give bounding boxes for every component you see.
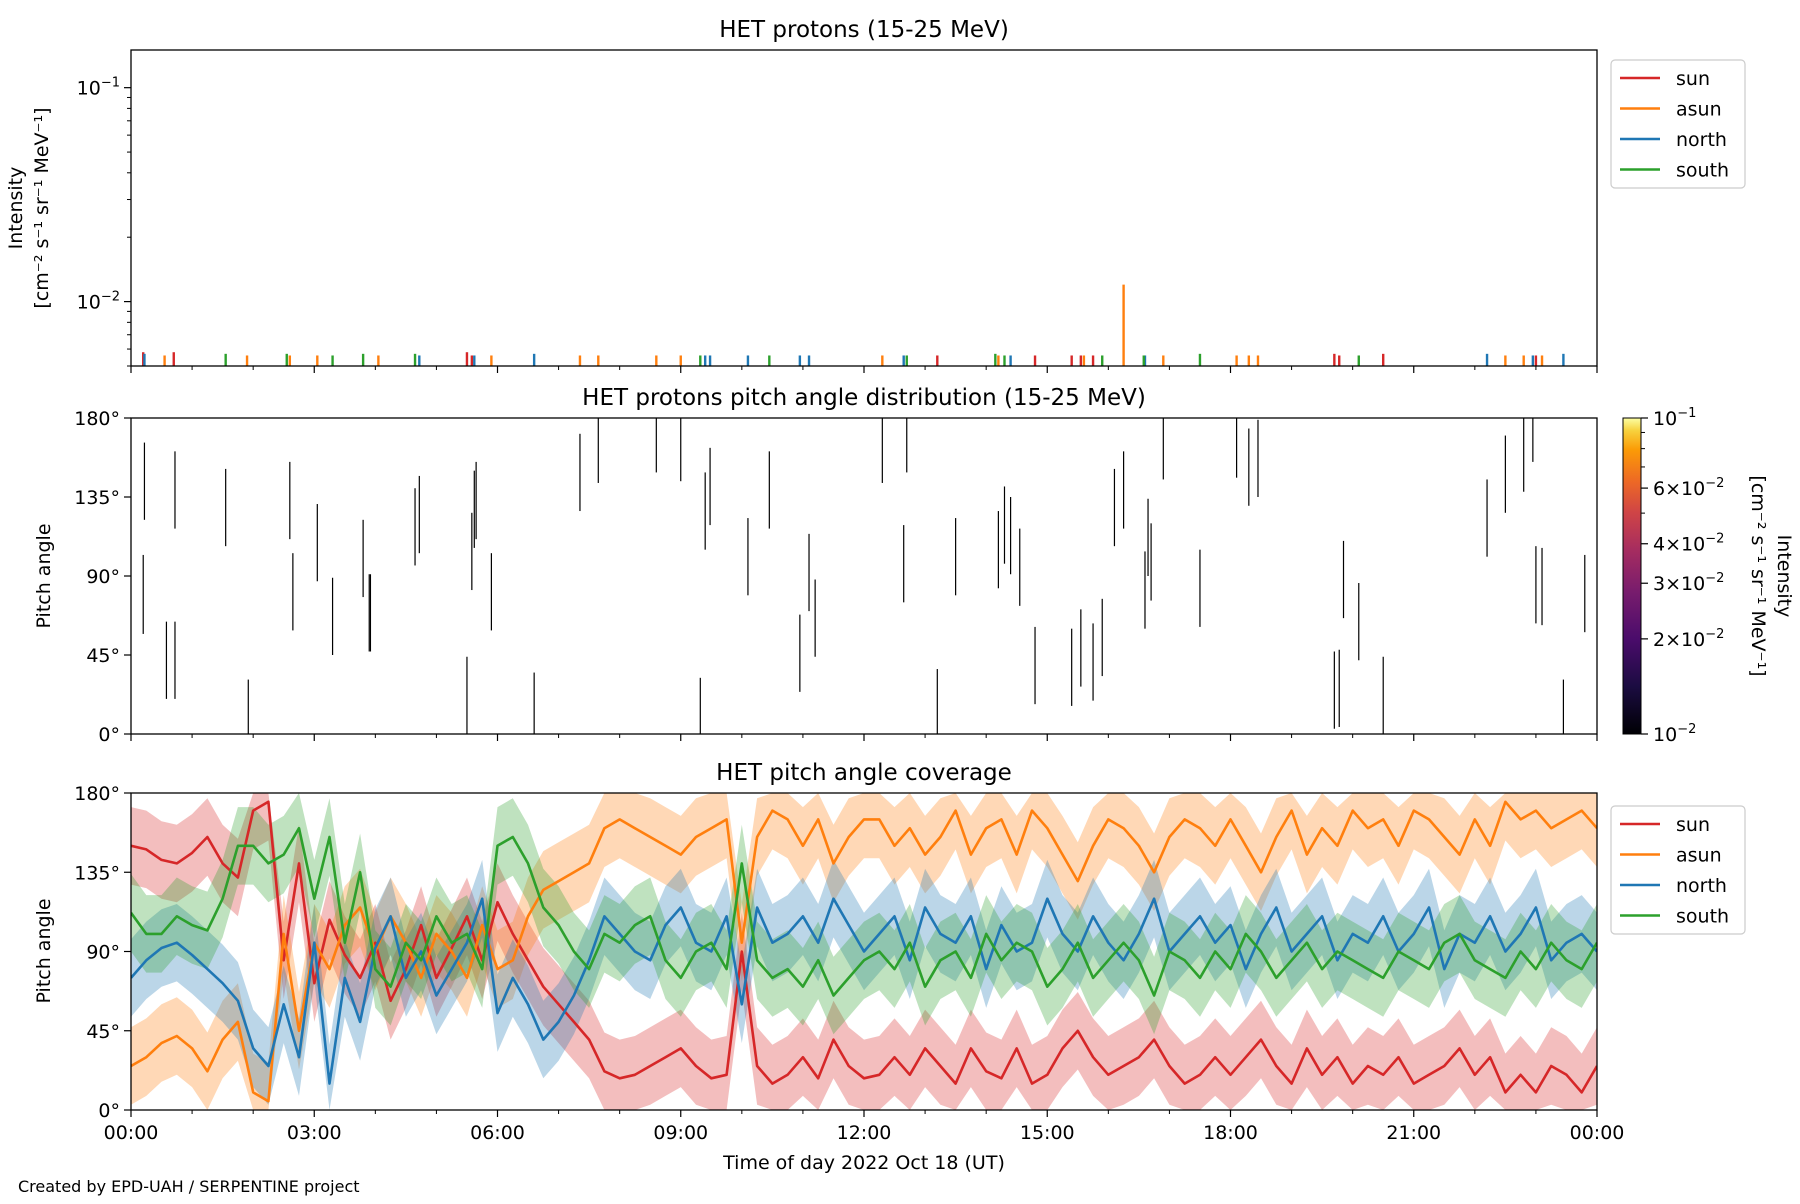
y-tick-label: 135° [74, 487, 120, 509]
legend-label-north: north [1676, 129, 1727, 151]
x-axis-label: Time of day 2022 Oct 18 (UT) [722, 1152, 1005, 1174]
colorbar-bar [1622, 417, 1642, 735]
legend-label-north: north [1676, 875, 1727, 897]
y-tick-label: 45° [86, 645, 120, 667]
legend-label-asun: asun [1676, 99, 1722, 121]
legend-label-south: south [1676, 906, 1729, 928]
legend-frame [1610, 59, 1746, 189]
x-tick-label: 00:00 [1570, 1122, 1625, 1144]
panel3-title: HET pitch angle coverage [716, 760, 1012, 786]
legend-label-sun: sun [1676, 814, 1710, 836]
legend-label-south: south [1676, 160, 1729, 182]
legend-frame [1610, 805, 1746, 935]
panel-intensity: HET protons (15-25 MeV) 10−1 10−2 Intensi… [5, 17, 1746, 373]
panel1-legend: sun asun north south [1610, 59, 1746, 189]
colorbar-tick-label: 6×10−2 [1653, 476, 1724, 500]
panel1-title: HET protons (15-25 MeV) [719, 17, 1009, 43]
panel2-title: HET protons pitch angle distribution (15… [582, 385, 1146, 411]
panel1-ylabel-line1: Intensity [5, 167, 27, 250]
panel3-frame [130, 792, 1598, 1111]
x-tick-label: 21:00 [1386, 1122, 1441, 1144]
x-tick-label: 12:00 [837, 1122, 892, 1144]
y-tick-label: 180° [74, 783, 120, 805]
colorbar-tick-label: 2×10−2 [1653, 627, 1724, 651]
panel3-ticks: 00:00 03:00 06:00 09:00 12:00 15:00 18:00 21:00… [74, 783, 1624, 1144]
legend-label-asun: asun [1676, 845, 1722, 867]
panel3-legend: sun asun north south [1610, 805, 1746, 935]
panel2-ticks: 0° 45° 90° 135° 180° [74, 408, 1598, 746]
band-sun [131, 793, 1597, 1110]
x-tick-label: 09:00 [653, 1122, 708, 1144]
y-tick-label: 90° [86, 942, 120, 964]
colorbar-tick-label: 10−1 [1653, 406, 1696, 430]
legend-label-sun: sun [1676, 68, 1710, 90]
line-north [131, 897, 1597, 1085]
y-tick-label: 45° [86, 1021, 120, 1043]
panel1-ylabel-line2: [cm⁻² s⁻¹ sr⁻¹ MeV⁻¹] [31, 107, 53, 308]
panel1-frame [130, 49, 1598, 367]
panel1-plot-area [142, 284, 1565, 366]
y-tick-label: 10−1 [77, 76, 120, 100]
band-north [131, 859, 1597, 1110]
panel2-frame [130, 417, 1598, 735]
x-tick-label: 15:00 [1020, 1122, 1075, 1144]
panel-pitch-coverage: HET pitch angle coverage 00:00 03:00 06:00… [33, 760, 1746, 1174]
x-tick-label: 00:00 [104, 1122, 159, 1144]
y-tick-label: 0° [98, 724, 120, 746]
colorbar-tick-label: 4×10−2 [1653, 532, 1724, 556]
colorbar-label-line2: [cm⁻² s⁻¹ sr⁻¹ MeV⁻¹] [1747, 475, 1769, 676]
y-tick-label: 135° [74, 862, 120, 884]
colorbar-tick-label: 3×10−2 [1653, 571, 1724, 595]
colorbar: 10−1 6×10−2 4×10−2 3×10−2 2×10−2 10−2 Intensi… [1622, 406, 1795, 746]
line-sun [131, 800, 1597, 1094]
colorbar-label-line1: Intensity [1773, 535, 1795, 618]
x-tick-label: 18:00 [1203, 1122, 1258, 1144]
colorbar-ticks: 10−1 6×10−2 4×10−2 3×10−2 2×10−2 10−2 [1641, 406, 1724, 746]
y-tick-label: 10−2 [77, 290, 120, 314]
footer-credit: Created by EPD-UAH / SERPENTINE project [18, 1177, 360, 1196]
y-tick-label: 90° [86, 566, 120, 588]
panel2-plot-area [142, 418, 1586, 734]
panel3-ylabel: Pitch angle [33, 898, 55, 1003]
y-tick-label: 180° [74, 408, 120, 430]
panel1-ticks: 10−1 10−2 [77, 76, 1598, 373]
line-south [131, 826, 1597, 997]
y-tick-label: 0° [98, 1100, 120, 1122]
panel3-plot-area [131, 793, 1597, 1110]
colorbar-tick-label: 10−2 [1653, 722, 1696, 746]
panel2-ylabel: Pitch angle [33, 523, 55, 628]
x-tick-label: 06:00 [470, 1122, 525, 1144]
panel-pitch-distribution: HET protons pitch angle distribution (15… [33, 385, 1795, 746]
x-tick-label: 03:00 [287, 1122, 342, 1144]
